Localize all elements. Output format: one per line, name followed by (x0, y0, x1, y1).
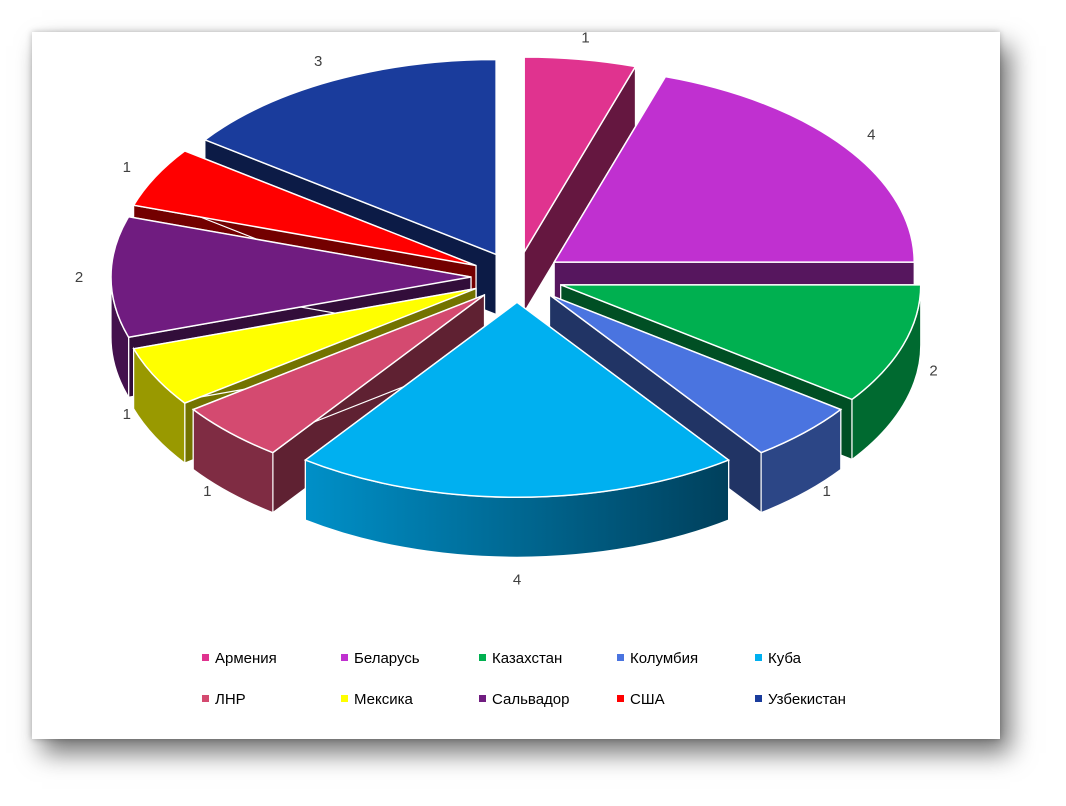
pie-slice-top (203, 58, 497, 256)
pie-slice-top (560, 284, 922, 401)
legend-label: Беларусь (354, 650, 420, 667)
legend-item: США (617, 691, 665, 708)
data-label: 1 (581, 32, 589, 47)
legend-label: Мексика (354, 691, 414, 708)
legend-label: Армения (215, 650, 277, 667)
legend-swatch (479, 654, 486, 661)
legend-swatch (617, 654, 624, 661)
legend-label: Узбекистан (768, 691, 846, 708)
legend-swatch (341, 654, 348, 661)
pie-slice-top (132, 287, 477, 404)
legend-item: Узбекистан (755, 691, 846, 708)
pie-slice-0 (523, 56, 637, 315)
data-label: 1 (123, 406, 131, 423)
legend-swatch (755, 654, 762, 661)
legend-label: Казахстан (492, 650, 562, 667)
legend-item: Колумбия (617, 650, 698, 667)
legend-item: Казахстан (479, 650, 562, 667)
legend-label: ЛНР (215, 691, 246, 708)
legend-swatch (202, 695, 209, 702)
data-label: 2 (75, 269, 83, 286)
pie-slice-top (303, 301, 731, 499)
data-label: 4 (513, 571, 521, 588)
pie-slice-top (191, 294, 485, 454)
data-label: 3 (314, 53, 322, 70)
pie-slice-top (552, 75, 915, 263)
legend-label: США (630, 691, 665, 708)
pie-slice-4 (303, 301, 731, 558)
legend: Армения Беларусь Казахстан Колумбия Куба ЛНР М… (202, 650, 846, 708)
legend-item: Беларусь (341, 650, 420, 667)
data-label: 2 (929, 362, 937, 379)
legend-item: ЛНР (202, 691, 246, 708)
chart-card: 1 4 2 1 4 1 1 2 1 3 Армения Беларусь Казахстан Колум… (32, 32, 1000, 739)
legend-item: Армения (202, 650, 277, 667)
pie-slice-top (549, 294, 843, 454)
legend-swatch (202, 654, 209, 661)
legend-swatch (479, 695, 486, 702)
pie-chart: 1 4 2 1 4 1 1 2 1 3 Армения Беларусь Казахстан Колум… (75, 32, 938, 708)
legend-swatch (341, 695, 348, 702)
data-label: 1 (203, 483, 211, 500)
legend-item: Куба (755, 650, 802, 667)
pie-slice-top (110, 215, 472, 339)
legend-label: Куба (768, 650, 802, 667)
data-label: 4 (867, 127, 875, 144)
legend-label: Сальвадор (492, 691, 570, 708)
legend-item: Сальвадор (479, 691, 570, 708)
legend-label: Колумбия (630, 650, 698, 667)
slices-layer (110, 56, 922, 558)
pie-slice-top (132, 150, 477, 267)
data-labels-layer: 1 4 2 1 4 1 1 2 1 3 (75, 32, 938, 588)
pie-slice-top (523, 56, 637, 255)
legend-swatch (755, 695, 762, 702)
data-label: 1 (123, 159, 131, 176)
data-label: 1 (823, 483, 831, 500)
legend-item: Мексика (341, 691, 414, 708)
legend-swatch (617, 695, 624, 702)
